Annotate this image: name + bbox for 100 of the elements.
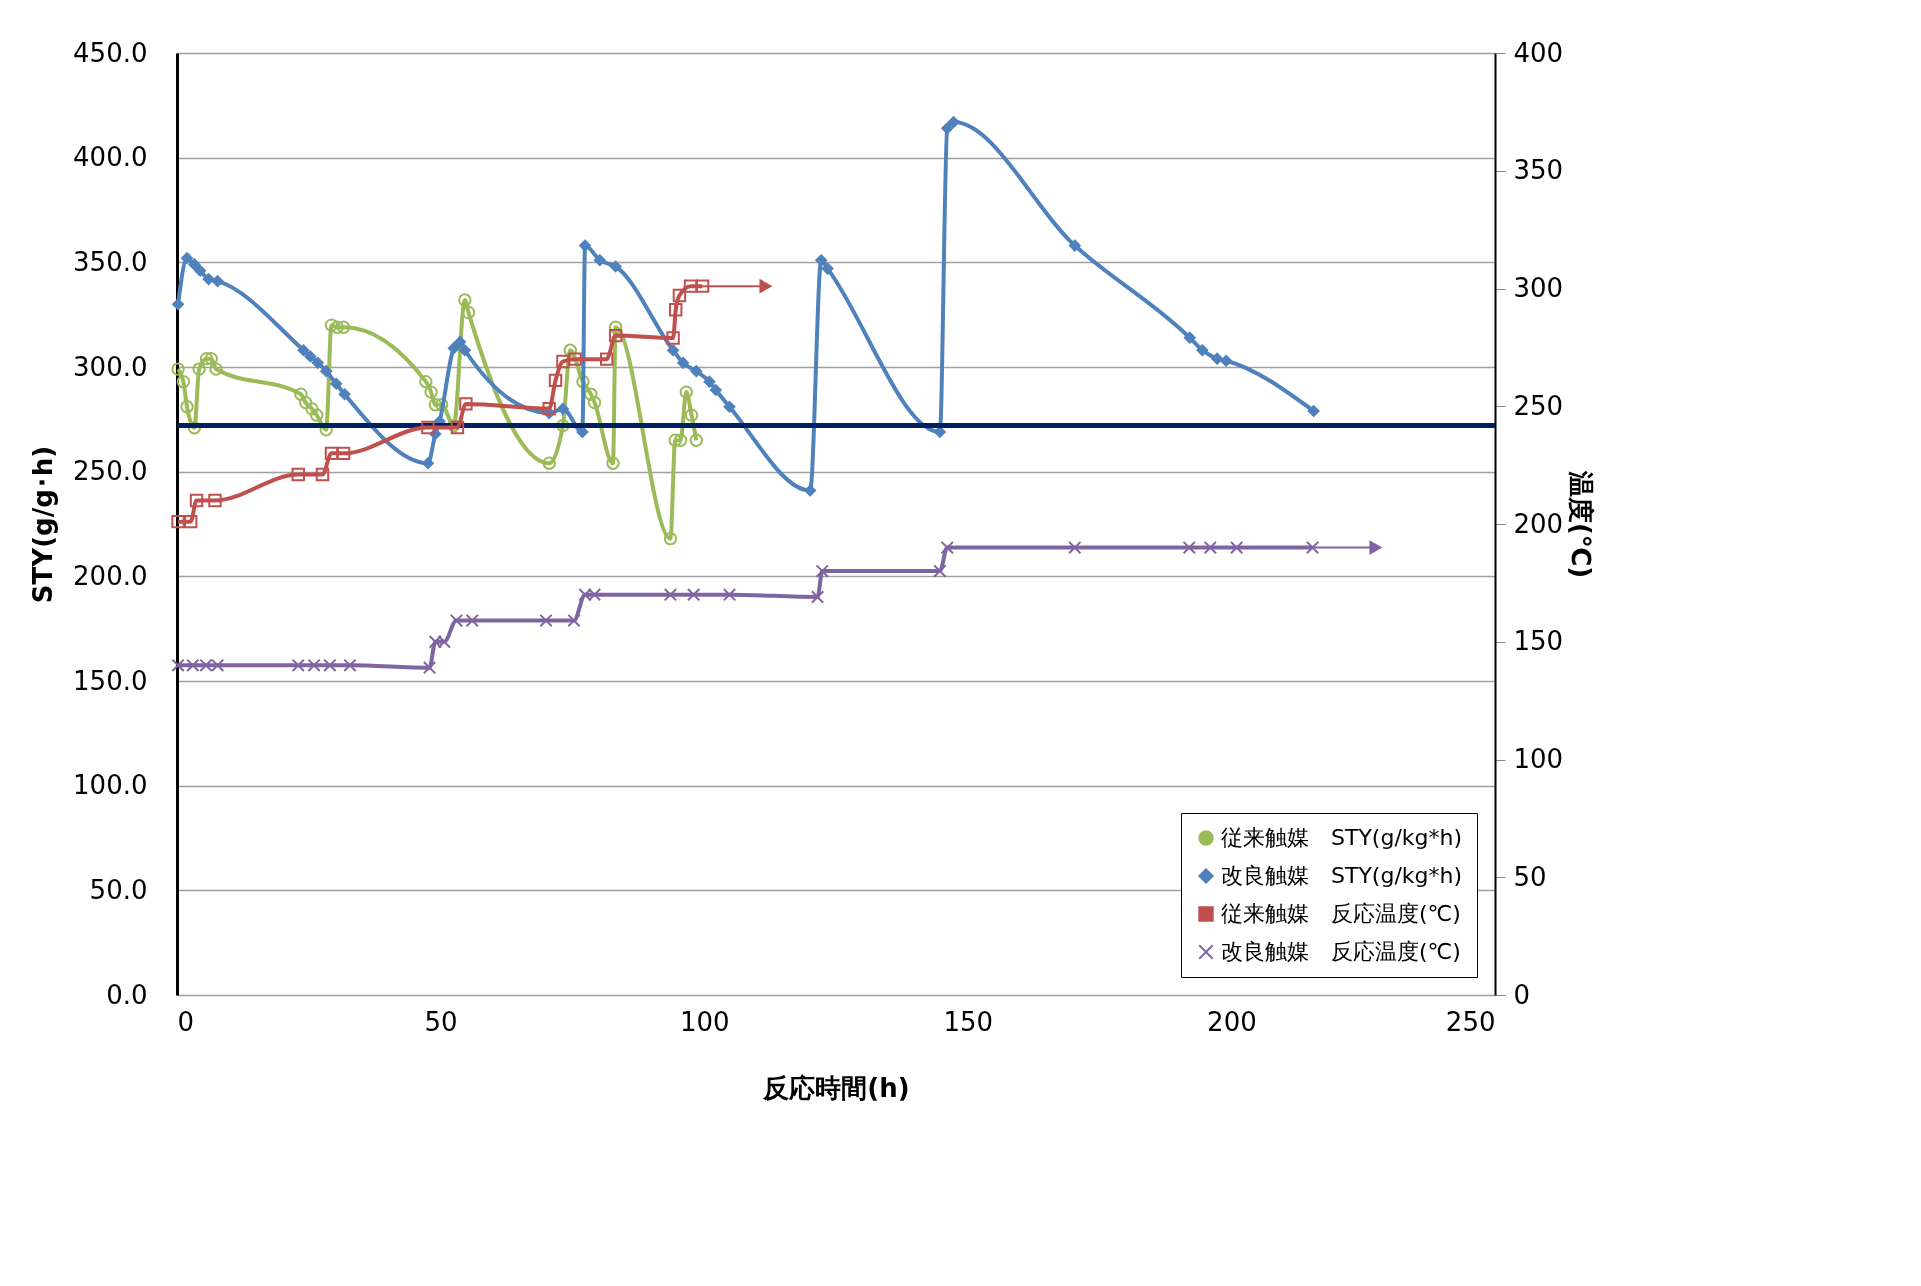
point [548, 373, 563, 388]
point [458, 293, 472, 307]
point [336, 320, 351, 334]
point [449, 613, 464, 628]
point [676, 356, 690, 370]
point [814, 253, 828, 267]
legend-label: 改良触媒 STY(g/kg*h) [1221, 863, 1463, 888]
y2-tick-label: 100 [1513, 744, 1564, 774]
point [459, 397, 473, 411]
y2-tick-label: 300 [1513, 273, 1564, 303]
point [336, 446, 351, 461]
point [343, 658, 357, 672]
x-axis-title: 反応時間(h) [762, 1072, 910, 1103]
point [1203, 540, 1218, 555]
point [666, 343, 680, 357]
point [821, 262, 834, 275]
point [686, 587, 701, 602]
point [204, 351, 218, 366]
point [176, 374, 191, 389]
point [542, 456, 556, 470]
point [189, 493, 204, 508]
point [188, 258, 201, 271]
y-axis-title: STY(g/g･h) [28, 445, 59, 604]
point [1210, 352, 1224, 365]
point [1068, 239, 1082, 252]
point [210, 658, 225, 672]
point [587, 395, 602, 410]
point [940, 540, 954, 555]
point [291, 467, 305, 482]
point [563, 343, 577, 357]
point [663, 587, 678, 602]
point [1305, 540, 1320, 555]
point [679, 385, 693, 399]
point [208, 493, 222, 508]
point [291, 658, 305, 672]
point [307, 658, 321, 672]
point [1182, 540, 1196, 555]
point [171, 297, 185, 311]
point [568, 352, 582, 366]
point [1229, 540, 1244, 555]
point [709, 383, 723, 397]
point [556, 354, 570, 369]
point [695, 279, 710, 293]
legend-label: 従来触媒 STY(g/kg*h) [1221, 825, 1463, 850]
y-tick-label: 200.0 [73, 560, 148, 591]
point [209, 362, 223, 376]
x-tick-label: 250 [1445, 1006, 1496, 1037]
point [722, 587, 737, 602]
point [669, 302, 683, 317]
point [1068, 540, 1082, 555]
point [1196, 343, 1209, 357]
point [933, 564, 947, 578]
y2-tick-label: 50 [1513, 861, 1547, 892]
point [599, 352, 614, 366]
point [683, 279, 698, 293]
point [305, 402, 319, 416]
point [689, 433, 703, 447]
point [193, 264, 207, 278]
point [428, 397, 443, 412]
point [663, 531, 678, 546]
y2-tick-label: 250 [1513, 390, 1564, 421]
point [593, 253, 607, 267]
point [171, 362, 185, 376]
y2-tick-label: 200 [1513, 508, 1564, 539]
point [330, 320, 344, 334]
point [539, 613, 553, 628]
point [465, 613, 479, 628]
point [199, 658, 213, 672]
point [180, 400, 194, 414]
point [450, 420, 465, 435]
point [323, 658, 337, 672]
point [542, 401, 556, 416]
point [608, 320, 623, 334]
point [211, 274, 224, 288]
y-tick-label: 0.0 [106, 979, 148, 1010]
point [180, 251, 194, 265]
point [421, 456, 435, 470]
point [458, 343, 472, 357]
x-tick-label: 150 [943, 1006, 994, 1037]
point [578, 587, 592, 602]
point [608, 328, 623, 343]
point [940, 122, 954, 135]
legend-label: 改良触媒 反応温度(℃) [1221, 939, 1461, 964]
point [1219, 354, 1233, 368]
y-tick-label: 450.0 [73, 37, 148, 68]
point [171, 658, 185, 672]
y-tick-label: 400.0 [73, 142, 148, 173]
point [324, 446, 339, 461]
point [684, 408, 699, 422]
point [187, 421, 202, 435]
legend-label: 従来触媒 反応温度(℃) [1221, 901, 1461, 926]
point [703, 375, 716, 388]
point [434, 397, 449, 412]
y2-tick-label: 400 [1513, 37, 1564, 68]
point [947, 115, 960, 129]
x-tick-label: 50 [424, 1006, 458, 1037]
point [329, 377, 343, 391]
point [673, 433, 688, 447]
point [184, 514, 198, 529]
point [587, 587, 602, 602]
